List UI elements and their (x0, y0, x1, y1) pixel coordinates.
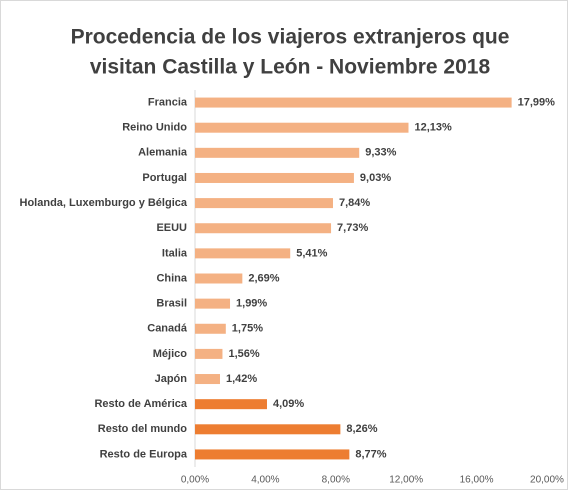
y-tick-label: Reino Unido (122, 122, 187, 134)
chart-title: visitan Castilla y León - Noviembre 2018 (90, 56, 491, 79)
bar (195, 248, 291, 259)
data-label: 5,41% (296, 247, 327, 259)
data-label: 8,77% (355, 448, 386, 460)
data-label: 4,09% (273, 398, 304, 410)
bar (195, 298, 231, 309)
y-tick-label: Resto de Europa (100, 448, 188, 460)
bar (195, 198, 333, 209)
data-label: 1,99% (236, 298, 267, 310)
y-tick-label: Portugal (142, 172, 187, 184)
y-tick-label: Brasil (156, 298, 187, 310)
bar (195, 273, 243, 284)
y-tick-label: Méjico (153, 348, 188, 360)
y-tick-label: China (156, 272, 187, 284)
bar (195, 449, 350, 460)
data-label: 9,03% (360, 172, 391, 184)
y-tick-label: Italia (162, 247, 188, 259)
data-label: 1,42% (226, 373, 257, 385)
x-tick-label: 0,00% (181, 475, 209, 486)
x-tick-label: 8,00% (322, 475, 350, 486)
x-tick-label: 12,00% (389, 475, 423, 486)
data-label: 9,33% (365, 147, 396, 159)
data-label: 2,69% (248, 272, 279, 284)
y-tick-label: Canadá (147, 323, 188, 335)
y-tick-label: Holanda, Luxemburgo y Bélgica (20, 197, 188, 209)
x-tick-label: 4,00% (251, 475, 279, 486)
y-tick-label: Alemania (138, 147, 188, 159)
y-tick-label: Resto de América (94, 398, 187, 410)
x-tick-label: 20,00% (530, 475, 564, 486)
bar (195, 122, 409, 133)
data-label: 1,75% (232, 323, 263, 335)
x-tick-label: 16,00% (460, 475, 494, 486)
chart-title: Procedencia de los viajeros extranjeros … (71, 26, 510, 49)
data-label: 7,73% (337, 222, 368, 234)
bar (195, 172, 354, 183)
y-tick-label: Resto del mundo (98, 423, 188, 435)
bar (195, 97, 512, 108)
bar (195, 374, 220, 385)
data-label: 7,84% (339, 197, 370, 209)
bar (195, 348, 223, 359)
bar (195, 424, 341, 435)
data-label: 1,56% (228, 348, 259, 360)
bar (195, 147, 360, 158)
bar (195, 323, 226, 334)
data-label: 12,13% (414, 122, 452, 134)
y-tick-label: Francia (148, 96, 188, 108)
y-tick-label: Japón (155, 373, 188, 385)
bar (195, 223, 332, 234)
y-tick-label: EEUU (156, 222, 187, 234)
data-label: 8,26% (346, 423, 377, 435)
data-label: 17,99% (518, 96, 556, 108)
bar (195, 399, 267, 410)
